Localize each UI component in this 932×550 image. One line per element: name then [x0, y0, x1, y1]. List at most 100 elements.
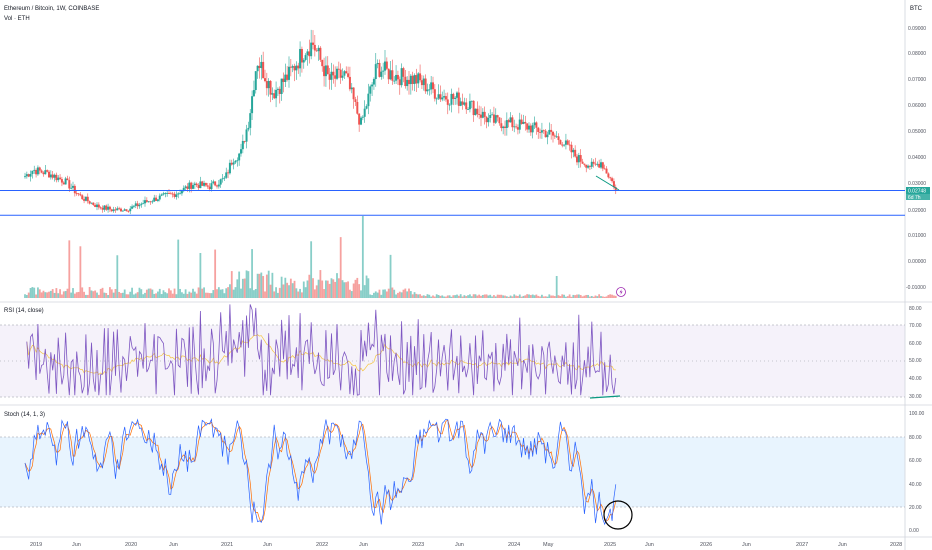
candle-body [450, 93, 453, 105]
candle-body [129, 208, 132, 212]
volume-bar [68, 240, 71, 298]
candle-body [184, 186, 187, 188]
candle-body [284, 74, 287, 82]
candle-body [155, 197, 158, 201]
volume-bar [197, 287, 200, 298]
candle-body [437, 94, 440, 99]
time-axis[interactable]: 2019 Jun 2020 Jun 2021 Jun 2022 Jun 2023… [30, 542, 902, 548]
candle-body [125, 209, 128, 212]
volume-bar [42, 290, 45, 298]
volume-bar [229, 284, 231, 298]
volume-bar [64, 291, 67, 298]
volume-bar [387, 288, 390, 298]
candle-body [389, 70, 392, 80]
volume-bar [437, 295, 440, 298]
candle-body [36, 167, 39, 175]
stoch-tick: 100.00 [909, 411, 925, 417]
candle-body [339, 69, 342, 78]
stoch-tick: 60.00 [909, 458, 922, 464]
candle-body [518, 119, 521, 130]
volume-bar [454, 295, 457, 298]
volume-bar [38, 289, 41, 298]
candle-body [539, 131, 542, 133]
candle-body [559, 140, 562, 145]
candle-body [46, 170, 49, 172]
candle-body [572, 149, 575, 153]
volume-bar [81, 287, 84, 298]
candle-body [524, 121, 527, 124]
candle-body [600, 162, 602, 168]
lightning-icon[interactable] [616, 287, 626, 297]
volume-bar [249, 288, 252, 298]
candle-body [25, 174, 28, 177]
candle-body [179, 193, 182, 195]
volume-bar [114, 289, 117, 298]
time-tick: Jun [455, 542, 464, 548]
volume-bar [343, 282, 346, 298]
candle-body [376, 62, 379, 65]
volume-bar [88, 287, 91, 298]
candle-body [225, 172, 228, 178]
stoch-y-axis[interactable]: 100.00 80.00 60.00 40.00 20.00 0.00 [909, 411, 925, 534]
candle-body [208, 186, 211, 190]
candle-body [180, 191, 183, 194]
last-price-badge: 0.02748 6d 7h [906, 187, 930, 201]
candle-body [175, 194, 178, 197]
volume-bar [504, 295, 506, 298]
candle-body [594, 163, 597, 165]
volume-bar [421, 295, 423, 298]
stoch-title: Stoch (14, 1, 3) [4, 412, 45, 418]
price-y-axis[interactable]: 0.09000 0.08000 0.07000 0.06000 0.05000 … [906, 26, 926, 291]
volume-bar [227, 287, 229, 298]
candle-body [59, 177, 62, 180]
candle-body [576, 156, 578, 163]
candle-body [609, 177, 612, 179]
candle-body [158, 195, 161, 200]
candle-body [347, 73, 350, 77]
candle-body [468, 101, 471, 110]
volume-bar [317, 279, 320, 298]
candle-body [350, 87, 353, 90]
candle-body [70, 187, 73, 189]
candle-body [315, 50, 318, 52]
candle-body [378, 62, 381, 77]
volume-bar [53, 292, 56, 298]
candle-body [210, 183, 213, 190]
volume-bar [321, 280, 324, 298]
volume-bar [435, 294, 438, 298]
candle-body [480, 114, 482, 118]
volume-bar [598, 294, 601, 298]
volume-bar [275, 287, 277, 298]
price-tick: -0.01000 [906, 285, 926, 291]
volume-bar [607, 294, 610, 298]
volume-bar [144, 292, 146, 298]
candle-body [199, 181, 202, 189]
time-tick: 2020 [125, 542, 137, 548]
candle-body [260, 61, 263, 69]
price-tick: 0.08000 [908, 51, 926, 57]
candle-body [310, 42, 313, 57]
candle-body [275, 89, 278, 99]
volume-bar [164, 292, 167, 298]
volume-bar [579, 294, 582, 298]
rsi-tick: 50.00 [909, 358, 922, 364]
candle-body [186, 186, 189, 189]
candle-body [293, 66, 296, 71]
volume-bar [142, 294, 145, 298]
candle-body [228, 162, 231, 174]
time-tick: 2025 [604, 542, 616, 548]
volume-bar [614, 295, 617, 298]
candle-body [352, 87, 355, 100]
volume-bar [483, 294, 486, 298]
volume-bar [590, 295, 593, 298]
candle-body [114, 209, 117, 211]
volume-bar [507, 296, 510, 298]
candle-body [203, 182, 206, 186]
candle-body [156, 199, 159, 201]
svg-text:6d 7h: 6d 7h [908, 195, 921, 201]
stoch-circle-annotation[interactable] [603, 500, 633, 530]
volume-bar [531, 294, 534, 298]
candle-body [142, 203, 145, 205]
rsi-y-axis[interactable]: 80.00 70.00 60.00 50.00 40.00 30.00 [909, 306, 922, 400]
